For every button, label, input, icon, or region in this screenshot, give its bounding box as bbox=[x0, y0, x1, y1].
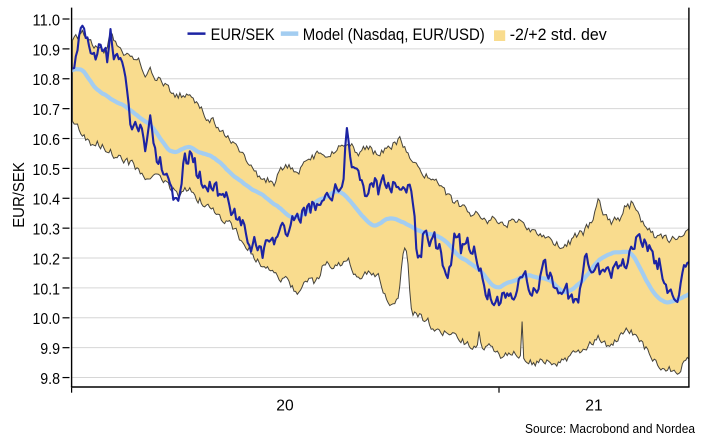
svg-text:9.9: 9.9 bbox=[40, 341, 60, 358]
svg-text:10.8: 10.8 bbox=[33, 72, 61, 89]
svg-text:-2/+2 std. dev: -2/+2 std. dev bbox=[510, 26, 608, 44]
svg-text:Source: Macrobond and Nordea: Source: Macrobond and Nordea bbox=[525, 422, 695, 436]
svg-text:10.5: 10.5 bbox=[33, 162, 61, 179]
svg-text:Model (Nasdaq, EUR/USD): Model (Nasdaq, EUR/USD) bbox=[303, 26, 485, 44]
svg-text:9.8: 9.8 bbox=[40, 371, 60, 388]
svg-text:10.1: 10.1 bbox=[33, 281, 61, 298]
svg-text:11.0: 11.0 bbox=[33, 12, 61, 29]
svg-text:10.9: 10.9 bbox=[33, 42, 61, 59]
svg-text:10.0: 10.0 bbox=[33, 311, 61, 328]
svg-text:21: 21 bbox=[585, 398, 602, 415]
svg-text:10.2: 10.2 bbox=[33, 251, 61, 268]
svg-text:EUR/SEK: EUR/SEK bbox=[11, 162, 28, 228]
svg-text:20: 20 bbox=[276, 398, 293, 415]
svg-text:10.7: 10.7 bbox=[33, 102, 61, 119]
svg-text:EUR/SEK: EUR/SEK bbox=[211, 26, 275, 44]
svg-text:10.3: 10.3 bbox=[33, 222, 61, 239]
svg-text:10.4: 10.4 bbox=[33, 192, 61, 209]
svg-text:10.6: 10.6 bbox=[33, 132, 61, 149]
